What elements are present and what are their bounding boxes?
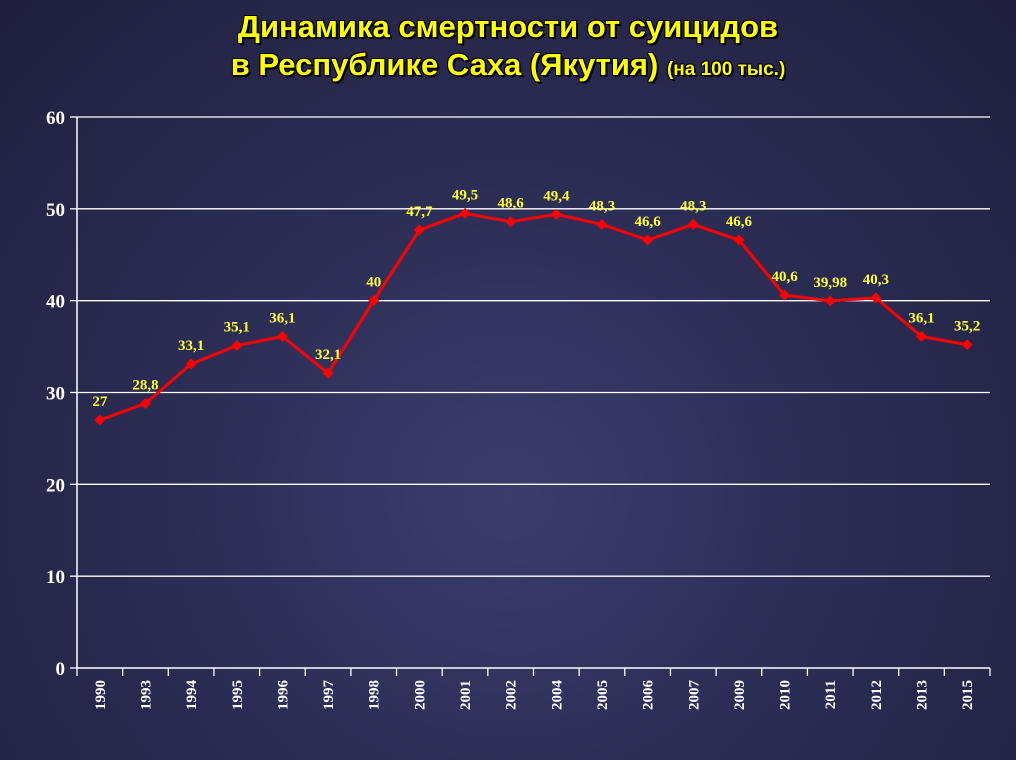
x-tick-label: 2011 bbox=[823, 680, 839, 709]
data-label: 48,6 bbox=[498, 196, 525, 212]
y-tick-label: 20 bbox=[46, 475, 65, 496]
chart-title: Динамика смертности от суицидов в Респуб… bbox=[0, 8, 1016, 89]
data-point-marker bbox=[596, 218, 608, 230]
data-point-marker bbox=[185, 358, 197, 370]
x-tick-label: 2012 bbox=[869, 680, 885, 710]
x-tick-label: 2004 bbox=[549, 680, 565, 711]
chart-unit-note: (на 100 тыс.) bbox=[666, 59, 786, 80]
x-tick-label: 2009 bbox=[732, 680, 748, 710]
data-label: 35,2 bbox=[954, 319, 980, 335]
data-point-marker bbox=[916, 330, 928, 342]
data-label: 40,6 bbox=[771, 269, 798, 285]
y-axis-ticks: 0 10 20 30 40 50 60 bbox=[46, 108, 77, 680]
x-axis-ticks: 1990 1993 1994 1995 1996 1997 1998 2000 2001 2002… bbox=[76, 668, 991, 711]
data-label: 46,6 bbox=[726, 214, 753, 230]
data-point-marker bbox=[779, 289, 791, 301]
data-label: 48,3 bbox=[589, 198, 615, 214]
data-point-marker bbox=[139, 398, 151, 410]
data-label: 36,1 bbox=[269, 310, 295, 326]
data-point-marker bbox=[961, 339, 973, 351]
y-tick-label: 30 bbox=[46, 384, 65, 405]
data-label: 47,7 bbox=[406, 204, 433, 220]
series-line bbox=[99, 211, 968, 422]
data-label: 32,1 bbox=[315, 347, 341, 363]
y-tick-label: 50 bbox=[46, 200, 65, 221]
data-label: 46,6 bbox=[635, 214, 662, 230]
data-label: 40 bbox=[366, 275, 381, 291]
x-tick-label: 2001 bbox=[458, 680, 474, 710]
y-tick-label: 10 bbox=[46, 567, 65, 588]
data-labels: 27 28,8 33,1 35,1 36,1 32,1 40 47,7 49,5 48,6 49,4… bbox=[92, 187, 980, 410]
data-point-marker bbox=[687, 218, 699, 230]
x-tick-label: 2005 bbox=[595, 680, 611, 710]
y-tick-label: 60 bbox=[46, 108, 65, 129]
data-point-marker bbox=[459, 207, 471, 219]
y-tick-label: 40 bbox=[46, 292, 65, 313]
data-point-marker bbox=[276, 330, 288, 342]
data-label: 49,5 bbox=[452, 187, 478, 203]
data-point-marker bbox=[94, 414, 106, 426]
x-tick-label: 1997 bbox=[321, 680, 337, 711]
data-point-marker bbox=[550, 208, 562, 220]
x-tick-label: 1993 bbox=[138, 680, 154, 710]
data-point-marker bbox=[733, 234, 745, 246]
chart-title-line2: в Республике Саха (Якутия) (на 100 тыс.) bbox=[0, 46, 1016, 89]
x-tick-label: 2013 bbox=[915, 680, 931, 710]
x-tick-label: 1996 bbox=[275, 680, 291, 711]
x-tick-label: 1995 bbox=[230, 680, 246, 710]
data-point-marker bbox=[824, 295, 836, 307]
data-label: 49,4 bbox=[543, 188, 570, 204]
x-tick-label: 2002 bbox=[504, 680, 520, 710]
grid-lines bbox=[77, 116, 990, 577]
data-label: 48,3 bbox=[680, 198, 706, 214]
x-tick-label: 1998 bbox=[367, 680, 383, 710]
data-label: 33,1 bbox=[178, 338, 204, 354]
data-point-marker bbox=[231, 340, 243, 352]
data-point-marker bbox=[642, 234, 654, 246]
data-point-marker bbox=[870, 292, 882, 304]
x-tick-label: 2010 bbox=[778, 680, 794, 710]
data-label: 35,1 bbox=[224, 320, 250, 336]
data-point-marker bbox=[368, 295, 380, 307]
data-point-marker bbox=[413, 224, 425, 236]
data-point-marker bbox=[322, 367, 334, 379]
data-label: 27 bbox=[92, 394, 108, 410]
chart-title-line1: Динамика смертности от суицидов bbox=[237, 9, 779, 44]
x-tick-label: 1990 bbox=[93, 680, 109, 710]
x-tick-label: 1994 bbox=[184, 680, 200, 711]
data-label: 40,3 bbox=[863, 272, 889, 288]
data-label: 36,1 bbox=[908, 310, 934, 326]
x-tick-label: 2007 bbox=[686, 680, 702, 711]
data-label: 39,98 bbox=[813, 275, 847, 291]
data-point-marker bbox=[505, 216, 517, 228]
x-tick-label: 2000 bbox=[412, 680, 428, 710]
chart-title-line2-text: в Республике Саха (Якутия) bbox=[230, 47, 659, 82]
y-tick-label: 0 bbox=[56, 659, 66, 680]
x-tick-label: 2015 bbox=[960, 680, 976, 710]
x-tick-label: 2006 bbox=[641, 680, 657, 711]
data-label: 28,8 bbox=[132, 378, 158, 394]
series-polyline bbox=[99, 211, 968, 422]
data-points bbox=[94, 207, 973, 426]
